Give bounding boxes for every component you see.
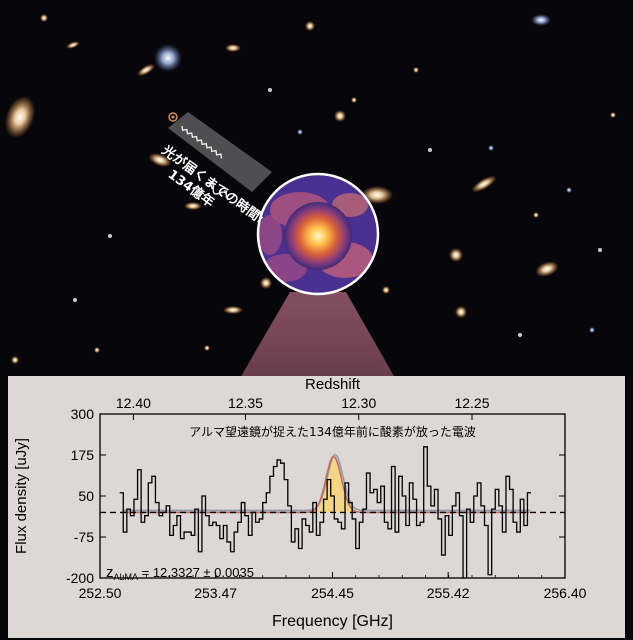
redshift-annotation: zALMA = 12.3327 ± 0.0035 xyxy=(106,564,254,582)
y-tick-label: -200 xyxy=(66,570,94,586)
x-tick-label: 253.47 xyxy=(194,585,237,601)
x-tick-label: 254.45 xyxy=(311,585,354,601)
chart-title: アルマ望遠鏡が捉えた134億年前に酸素が放った電波 xyxy=(189,424,476,439)
inset-emission-map xyxy=(258,174,378,294)
zoom-beam xyxy=(240,292,395,378)
x-tick-label: 256.40 xyxy=(544,585,587,601)
x2-tick-label: 12.30 xyxy=(341,395,376,411)
x2-axis-label: Redshift xyxy=(305,376,361,393)
spectrum-chart: 252.50 253.47 254.45 255.42 256.40 300 175 50 -7… xyxy=(13,376,587,630)
spectrum-panel: 252.50 253.47 254.45 255.42 256.40 300 175 50 -7… xyxy=(8,376,625,638)
x-tick-label: 255.42 xyxy=(427,585,470,601)
light-path-arrow xyxy=(168,112,272,198)
x-tick-label: 252.50 xyxy=(79,585,122,601)
y-axis-label: Flux density [uJy] xyxy=(13,438,30,554)
y-tick-label: 300 xyxy=(71,406,95,422)
x2-tick-label: 12.40 xyxy=(116,395,151,411)
spectrum-step-line xyxy=(119,446,532,579)
galaxy-field xyxy=(4,14,616,364)
y-tick-label: -75 xyxy=(74,529,94,545)
x2-tick-label: 12.35 xyxy=(228,395,263,411)
x2-tick-label: 12.25 xyxy=(454,395,489,411)
y-tick-label: 175 xyxy=(71,447,95,463)
y-tick-label: 50 xyxy=(78,488,94,504)
x-axis-label: Frequency [GHz] xyxy=(272,613,393,630)
